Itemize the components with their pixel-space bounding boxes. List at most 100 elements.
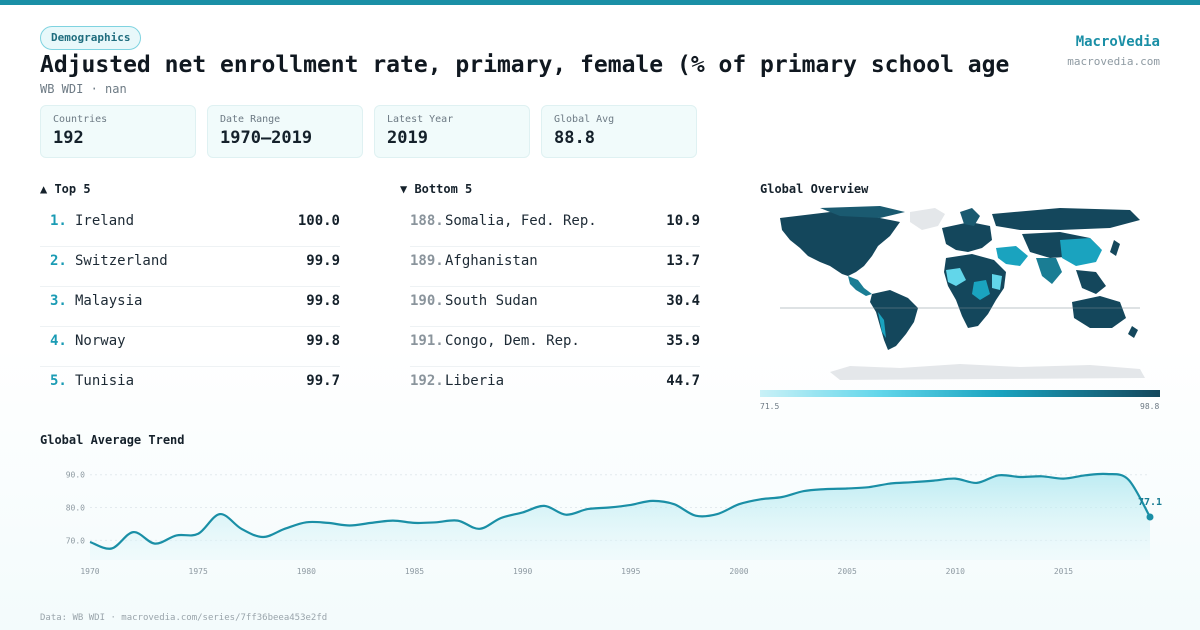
stat-value: 192 [53, 128, 84, 148]
map-region-japan [1110, 240, 1120, 256]
top5-row[interactable]: 3. Malaysia 99.8 [40, 286, 340, 327]
bottom5-row[interactable]: 191. Congo, Dem. Rep. 35.9 [410, 326, 700, 367]
stat-card-global-avg: Global Avg 88.8 [541, 105, 697, 158]
page-subtitle: WB WDI · nan [40, 82, 127, 96]
country-name: Liberia [445, 373, 505, 389]
map-region-china [1060, 238, 1102, 266]
map-region-andes [878, 312, 886, 338]
trend-heading: Global Average Trend [40, 433, 185, 447]
x-tick-label: 1970 [80, 567, 99, 576]
map-region-asia-north [992, 208, 1140, 230]
x-tick-label: 1995 [621, 567, 640, 576]
brand-logo[interactable]: MacroVedia [1075, 34, 1160, 50]
country-name: Ireland [75, 213, 135, 229]
country-value: 99.9 [306, 253, 340, 269]
x-tick-label: 1975 [189, 567, 208, 576]
rank-number: 191. [410, 333, 444, 349]
map-region-central-america [848, 276, 872, 296]
country-value: 30.4 [666, 293, 700, 309]
chart-x-ticks: 1970 1975 1980 1985 1990 1995 2000 2005 2010 2015 [80, 567, 1073, 576]
stat-value: 88.8 [554, 128, 595, 148]
rank-number: 192. [410, 373, 444, 389]
map-region-new-zealand [1128, 326, 1138, 338]
map-region-canada-north [820, 206, 905, 218]
x-tick-label: 1980 [297, 567, 316, 576]
country-value: 13.7 [666, 253, 700, 269]
map-region-africa-central [972, 280, 990, 300]
stat-value: 1970–2019 [220, 128, 313, 148]
top5-row[interactable]: 4. Norway 99.8 [40, 326, 340, 367]
x-tick-label: 2000 [729, 567, 748, 576]
country-name: Norway [75, 333, 126, 349]
country-value: 99.7 [306, 373, 340, 389]
x-tick-label: 1990 [513, 567, 532, 576]
trend-line [89, 472, 1151, 550]
category-badge[interactable]: Demographics [40, 26, 142, 50]
map-region-africa-east [992, 274, 1002, 290]
x-tick-label: 2010 [946, 567, 965, 576]
country-value: 10.9 [666, 213, 700, 229]
map-region-north-america [780, 212, 900, 276]
bottom5-row[interactable]: 192. Liberia 44.7 [410, 366, 700, 406]
bottom5-row[interactable]: 189. Afghanistan 13.7 [410, 246, 700, 287]
map-region-europe [942, 222, 992, 252]
brand-url[interactable]: macrovedia.com [1067, 55, 1160, 68]
stat-label: Latest Year [387, 114, 454, 125]
stat-label: Countries [53, 114, 108, 125]
map-region-greenland [910, 208, 945, 230]
x-tick-label: 2015 [1054, 567, 1073, 576]
top-accent-bar [0, 0, 1200, 5]
trend-area [90, 473, 1150, 560]
map-region-southeast-asia [1076, 270, 1106, 294]
x-tick-label: 2005 [838, 567, 857, 576]
map-region-scandinavia [960, 208, 980, 226]
footer-source[interactable]: Data: WB WDI · macrovedia.com/series/7ff… [40, 613, 328, 623]
top5-row[interactable]: 1. Ireland 100.0 [40, 206, 340, 247]
country-value: 35.9 [666, 333, 700, 349]
map-region-south-asia [1036, 258, 1062, 284]
stat-label: Global Avg [554, 114, 615, 125]
stat-card-latest-year: Latest Year 2019 [374, 105, 530, 158]
map-region-south-america [870, 290, 918, 350]
trend-chart[interactable]: 70.0 80.0 90.0 1970 1975 1980 1985 1990 1995 200… [40, 450, 1170, 585]
rank-number: 188. [410, 213, 444, 229]
country-name: Somalia, Fed. Rep. [445, 213, 597, 229]
y-tick-label: 90.0 [66, 471, 85, 480]
bottom5-heading: ▼ Bottom 5 [400, 182, 473, 196]
bottom5-row[interactable]: 190. South Sudan 30.4 [410, 286, 700, 327]
legend-min-label: 71.5 [760, 402, 780, 411]
world-map[interactable] [760, 200, 1160, 385]
rank-number: 4. [50, 333, 67, 349]
map-color-legend [760, 390, 1160, 397]
stat-value: 2019 [387, 128, 428, 148]
stat-label: Date Range [220, 114, 281, 125]
bottom5-row[interactable]: 188. Somalia, Fed. Rep. 10.9 [410, 206, 700, 247]
y-tick-label: 70.0 [66, 536, 85, 545]
country-name: Tunisia [75, 373, 135, 389]
map-region-middle-east [996, 246, 1028, 266]
country-name: Malaysia [75, 293, 143, 309]
page-title: Adjusted net enrollment rate, primary, f… [40, 52, 1020, 78]
stat-card-countries: Countries 192 [40, 105, 196, 158]
country-value: 99.8 [306, 293, 340, 309]
rank-number: 3. [50, 293, 67, 309]
map-region-antarctica [830, 364, 1145, 380]
country-name: Afghanistan [445, 253, 538, 269]
country-value: 44.7 [666, 373, 700, 389]
chart-y-ticks: 70.0 80.0 90.0 [66, 471, 85, 546]
country-value: 100.0 [297, 213, 340, 229]
rank-number: 2. [50, 253, 67, 269]
map-region-australia [1072, 296, 1126, 328]
map-heading: Global Overview [760, 182, 869, 196]
top5-row[interactable]: 5. Tunisia 99.7 [40, 366, 340, 406]
rank-number: 5. [50, 373, 67, 389]
trend-last-label: 77.1 [1138, 497, 1162, 508]
map-region-africa-west [946, 268, 966, 286]
country-value: 99.8 [306, 333, 340, 349]
rank-number: 190. [410, 293, 444, 309]
rank-number: 189. [410, 253, 444, 269]
top5-heading: ▲ Top 5 [40, 182, 91, 196]
top5-row[interactable]: 2. Switzerland 99.9 [40, 246, 340, 287]
stat-card-date-range: Date Range 1970–2019 [207, 105, 363, 158]
country-name: South Sudan [445, 293, 538, 309]
